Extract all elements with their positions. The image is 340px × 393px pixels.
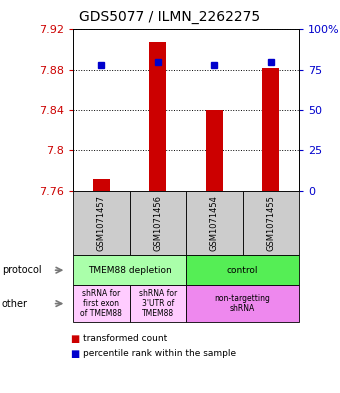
Text: GSM1071454: GSM1071454 [210,195,219,251]
Bar [149,42,166,191]
Text: shRNA for
3'UTR of
TMEM88: shRNA for 3'UTR of TMEM88 [139,289,177,318]
Bar [262,68,279,191]
Text: GSM1071457: GSM1071457 [97,195,106,251]
Text: protocol: protocol [2,265,41,275]
Text: GSM1071456: GSM1071456 [153,195,163,251]
Text: other: other [2,299,28,309]
Bar [206,110,223,191]
Text: shRNA for
first exon
of TMEM88: shRNA for first exon of TMEM88 [81,289,122,318]
Bar [93,178,110,191]
Text: percentile rank within the sample: percentile rank within the sample [83,349,236,358]
Text: transformed count: transformed count [83,334,168,343]
Text: non-targetting
shRNA: non-targetting shRNA [215,294,271,313]
Text: TMEM88 depletion: TMEM88 depletion [88,266,171,275]
Text: ■: ■ [70,349,79,359]
Text: GSM1071455: GSM1071455 [267,195,275,251]
Text: GDS5077 / ILMN_2262275: GDS5077 / ILMN_2262275 [80,10,260,24]
Text: control: control [227,266,258,275]
Text: ■: ■ [70,334,79,344]
